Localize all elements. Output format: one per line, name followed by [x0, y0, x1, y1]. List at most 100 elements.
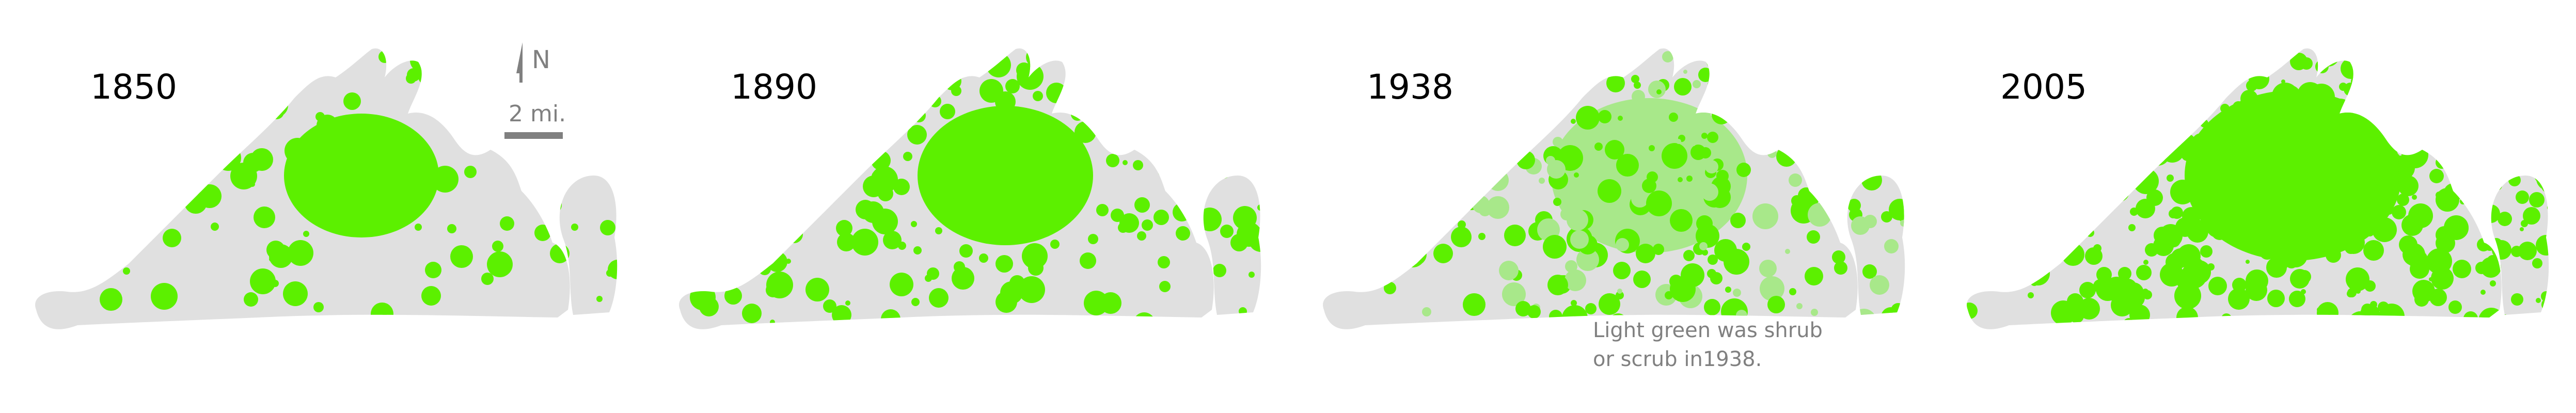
forest-patch — [2240, 90, 2258, 107]
forest-patch — [1400, 187, 1406, 194]
forest-patch — [1683, 250, 1695, 261]
forest-patch — [722, 140, 733, 151]
forest-patch — [2129, 305, 2150, 325]
forest-patch — [2049, 158, 2072, 181]
forest-patch — [1811, 309, 1818, 316]
forest-patch — [2230, 48, 2249, 65]
forest-patch — [59, 230, 79, 250]
forest-patch — [1571, 300, 1577, 306]
forest-patch — [2137, 144, 2150, 157]
forest-patch — [2338, 196, 2356, 213]
forest-patch — [2200, 245, 2212, 258]
forest-patch — [741, 54, 748, 60]
forest-patch — [1967, 135, 1980, 150]
forest-patch — [1974, 68, 1989, 83]
forest-patch — [1173, 90, 1186, 102]
forest-patch — [176, 133, 189, 147]
forest-patch — [1367, 220, 1376, 229]
forest-patch — [2223, 75, 2234, 86]
forest-patch — [71, 152, 93, 174]
forest-patch — [2442, 126, 2446, 131]
forest-patch — [1686, 176, 1693, 182]
forest-patch — [2234, 231, 2239, 236]
forest-patch — [387, 137, 412, 162]
forest-patch — [2103, 82, 2127, 107]
forest-patch — [2372, 217, 2397, 242]
forest-patch — [1170, 72, 1178, 80]
forest-patch — [1088, 61, 1102, 75]
forest-patch — [1133, 312, 1155, 329]
forest-patch — [1802, 131, 1821, 149]
forest-patch — [2196, 50, 2223, 77]
forest-patch — [1813, 132, 1837, 156]
forest-patch — [1725, 287, 1731, 293]
forest-patch — [2545, 300, 2549, 322]
forest-patch — [781, 183, 800, 203]
forest-patch — [1226, 116, 1253, 142]
forest-patch — [770, 320, 775, 325]
forest-patch — [1708, 255, 1718, 265]
forest-patch — [1463, 293, 1485, 316]
forest-patch — [1720, 78, 1735, 93]
forest-patch — [2361, 197, 2384, 220]
forest-patch — [711, 263, 722, 274]
forest-patch — [2025, 239, 2042, 256]
forest-patch — [1631, 56, 1638, 63]
forest-patch — [2186, 117, 2197, 129]
forest-patch — [1713, 90, 1727, 105]
forest-patch — [2102, 178, 2113, 189]
forest-patch — [1137, 231, 1146, 241]
forest-patch — [2086, 177, 2111, 201]
forest-patch — [1478, 60, 1494, 75]
forest-patch — [795, 170, 817, 192]
forest-patch — [101, 214, 128, 241]
forest-patch — [2290, 269, 2310, 289]
forest-patch — [911, 298, 920, 306]
forest-patch — [1967, 231, 1987, 253]
forest-patch — [2480, 290, 2486, 295]
forest-patch — [1742, 243, 1750, 251]
forest-patch — [2034, 141, 2052, 160]
forest-patch — [1698, 68, 1713, 82]
forest-patch — [2462, 48, 2488, 73]
forest-patch — [1502, 282, 1526, 306]
forest-patch — [1763, 97, 1773, 107]
forest-patch — [1715, 52, 1729, 67]
forest-patch — [1074, 121, 1096, 143]
forest-patch — [1547, 275, 1568, 295]
forest-patch — [988, 126, 994, 133]
forest-patch — [2492, 180, 2502, 190]
forest-patch — [2263, 122, 2289, 148]
forest-patch — [2383, 204, 2394, 215]
forest-patch — [2529, 192, 2545, 208]
forest-patch — [851, 229, 878, 256]
forest-patch — [2312, 315, 2321, 324]
forest-patch — [1087, 89, 1093, 95]
forest-patch — [1193, 141, 1198, 146]
forest-patch — [179, 179, 196, 196]
forest-patch — [2129, 111, 2148, 130]
forest-patch — [2035, 241, 2056, 261]
forest-patch — [1119, 213, 1139, 233]
forest-patch — [2378, 108, 2401, 131]
forest-patch — [236, 49, 260, 72]
forest-patch — [2403, 318, 2411, 326]
year-label: 2005 — [2000, 67, 2087, 107]
forest-patch — [2221, 313, 2232, 324]
forest-patch — [1203, 75, 1211, 84]
forest-patch — [2002, 121, 2009, 128]
forest-patch — [1405, 244, 1427, 265]
forest-patch — [2420, 322, 2427, 329]
forest-patch — [929, 288, 949, 308]
forest-patch — [2051, 203, 2062, 215]
forest-patch — [611, 176, 617, 182]
forest-patch — [378, 51, 391, 63]
forest-patch — [2246, 260, 2250, 264]
forest-patch — [1251, 115, 1261, 139]
forest-patch — [903, 152, 912, 161]
forest-patch — [1507, 58, 1525, 77]
forest-patch — [2028, 292, 2034, 298]
forest-patch — [1407, 174, 1414, 181]
forest-patch — [425, 262, 441, 278]
forest-patch — [244, 292, 258, 307]
